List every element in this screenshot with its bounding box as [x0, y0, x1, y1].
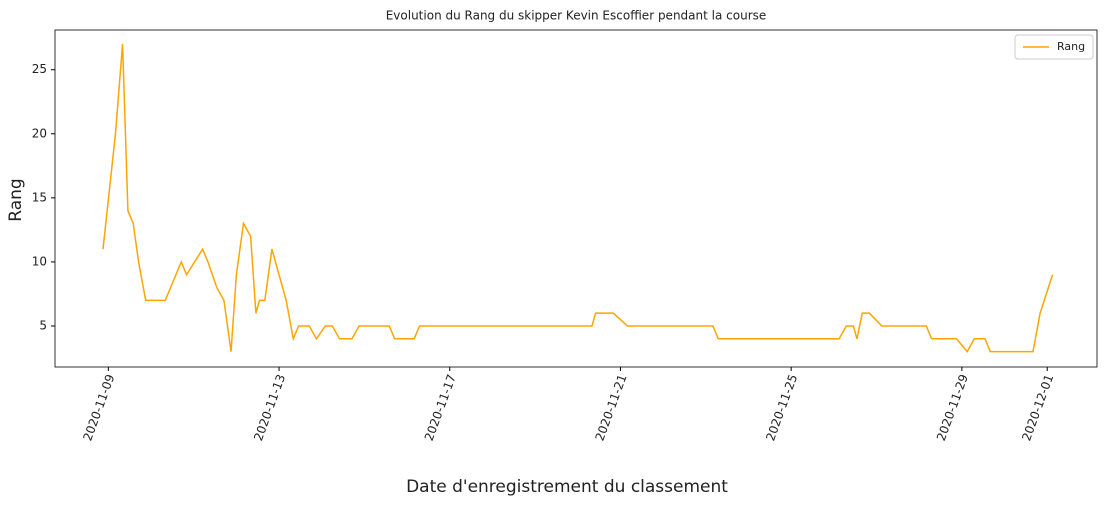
y-tick-label: 15 [32, 190, 47, 204]
legend-box [1014, 34, 1094, 60]
y-tick-label: 20 [32, 126, 47, 140]
y-tick-label: 25 [32, 62, 47, 76]
chart-title: Evolution du Rang du skipper Kevin Escof… [386, 9, 767, 23]
y-axis-label: Rang [6, 178, 26, 221]
x-tick-label: 2020-11-17 [422, 372, 459, 442]
y-tick-label: 10 [32, 254, 47, 268]
plot-frame [54, 29, 1098, 368]
x-tick-label: 2020-11-13 [251, 372, 288, 442]
x-tick-label: 2020-11-09 [80, 372, 117, 442]
y-tick-label: 5 [39, 318, 47, 332]
x-tick-label: 2020-11-21 [593, 372, 630, 442]
x-tick-label: 2020-11-29 [934, 372, 971, 442]
x-tick-label: 2020-11-25 [763, 372, 800, 442]
legend-label: Rang [1057, 40, 1085, 53]
x-tick-label: 2020-12-01 [1019, 372, 1056, 442]
x-axis-label: Date d'enregistrement du classement [406, 477, 728, 497]
series-line [102, 44, 1054, 353]
